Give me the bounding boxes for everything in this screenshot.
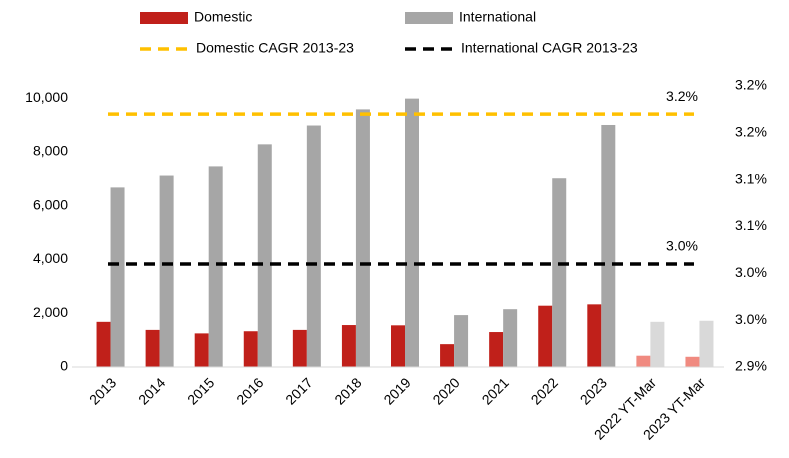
x-tick-label: 2023 (577, 374, 610, 407)
legend-label: Domestic CAGR 2013-23 (196, 40, 354, 56)
x-tick-label: 2015 (184, 374, 217, 407)
y-tick-label: 10,000 (25, 89, 68, 105)
y-tick-label: 0 (60, 358, 68, 374)
legend-swatch (140, 12, 188, 24)
x-tick-label: 2022 (528, 374, 561, 407)
bar (405, 98, 419, 367)
x-tick-label: 2020 (429, 374, 462, 407)
x-tick-label: 2013 (86, 374, 119, 407)
legend-label: International (459, 9, 536, 25)
y-tick-label: 6,000 (33, 196, 68, 212)
bar (587, 304, 602, 367)
y-tick-label: 2,000 (33, 304, 68, 320)
x-tick-label: 2019 (380, 374, 413, 407)
bar (391, 325, 405, 367)
bar (503, 309, 518, 367)
y2-tick-label: 3.0% (735, 264, 767, 280)
bar (489, 332, 504, 367)
bar (292, 329, 307, 367)
bar (110, 187, 125, 367)
y-tick-label: 8,000 (33, 143, 68, 159)
x-tick-label: 2018 (331, 374, 364, 407)
y2-tick-label: 3.2% (735, 124, 767, 140)
bar (145, 329, 160, 367)
x-tick-label: 2014 (135, 374, 168, 407)
x-tick-label: 2017 (282, 374, 315, 407)
bar (552, 178, 567, 367)
y2-tick-label: 3.1% (735, 217, 767, 233)
bar (194, 333, 209, 367)
bar (341, 325, 356, 367)
bar (454, 315, 469, 367)
bar (243, 331, 258, 367)
x-tick-label: 2021 (479, 374, 512, 407)
bar (306, 125, 321, 367)
bar (257, 144, 272, 367)
legend-label: International CAGR 2013-23 (461, 40, 638, 56)
bar (208, 166, 223, 367)
legend-label: Domestic (194, 9, 252, 25)
bar (685, 356, 700, 367)
bar (538, 305, 553, 367)
bar (96, 321, 111, 367)
cagr-label: 3.0% (666, 238, 698, 254)
bar (699, 320, 714, 367)
bar (601, 124, 616, 367)
bar (650, 321, 665, 367)
y2-tick-label: 2.9% (735, 358, 767, 374)
y2-tick-label: 3.2% (735, 77, 767, 93)
cagr-label: 3.2% (666, 88, 698, 104)
bar (440, 344, 455, 367)
legend-swatch (405, 12, 453, 24)
y2-tick-label: 3.1% (735, 170, 767, 186)
y-tick-label: 4,000 (33, 250, 68, 266)
bar (355, 109, 370, 367)
x-tick-label: 2016 (233, 374, 266, 407)
bar (636, 355, 651, 367)
bar (159, 175, 174, 367)
y2-tick-label: 3.0% (735, 311, 767, 327)
